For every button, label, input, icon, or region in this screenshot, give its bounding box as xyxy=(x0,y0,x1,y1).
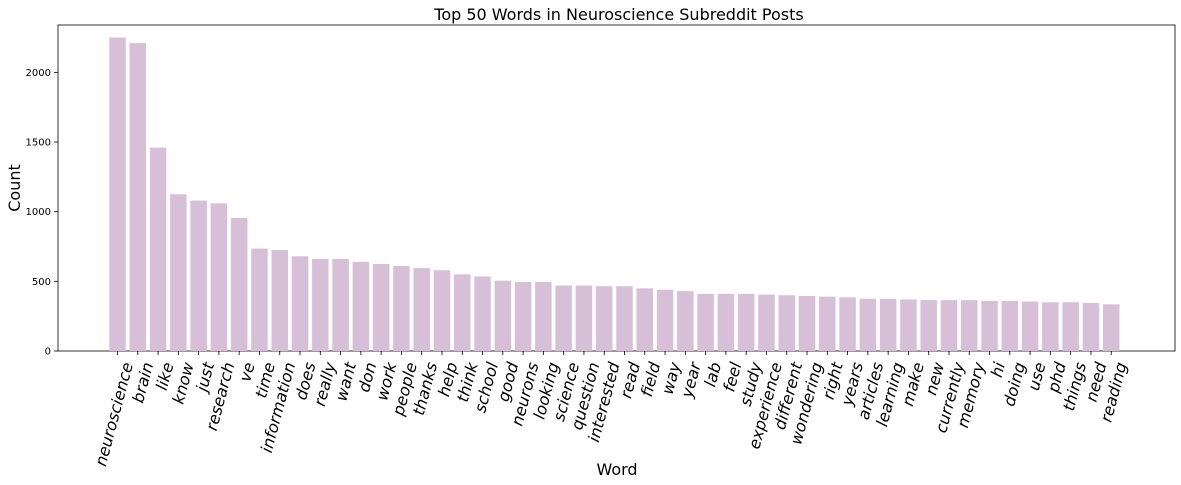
bar-good xyxy=(494,280,512,351)
bar-don xyxy=(352,261,370,351)
x-tick-label: neuroscience xyxy=(91,360,137,468)
x-axis-ticks: neurosciencebrainlikeknowjustresearchvet… xyxy=(91,351,1131,468)
bar-information xyxy=(271,250,288,351)
bar-thanks xyxy=(413,268,430,351)
bar-hi xyxy=(981,300,998,351)
y-tick-label: 0 xyxy=(45,347,51,358)
y-tick-label: 1500 xyxy=(26,138,51,149)
chart-title: Top 50 Words in Neuroscience Subreddit P… xyxy=(433,5,803,24)
bar-field xyxy=(636,288,654,351)
bar-science xyxy=(555,285,572,351)
bar-things xyxy=(1062,302,1079,351)
bar-time xyxy=(251,248,268,351)
bar-school xyxy=(474,276,491,351)
y-tick-label: 1000 xyxy=(26,207,51,218)
bar-does xyxy=(291,256,309,351)
bar-read xyxy=(616,286,633,351)
bar-work xyxy=(372,263,390,351)
bar-study xyxy=(737,293,755,351)
bar-lab xyxy=(697,293,714,351)
y-axis-ticks: 0 500 1000 1500 2000 xyxy=(26,68,58,358)
bar-know xyxy=(170,194,187,351)
bar-doing xyxy=(1001,300,1019,351)
bar-right xyxy=(819,296,836,351)
bar-phd xyxy=(1042,302,1059,351)
bar-memory xyxy=(961,300,978,351)
bar-people xyxy=(393,266,410,351)
bar-brain xyxy=(129,43,147,352)
bars-group xyxy=(109,37,1120,352)
x-axis-label: Word xyxy=(596,460,637,479)
bar-reading xyxy=(1102,304,1120,351)
bar-feel xyxy=(717,293,735,351)
y-tick-label: 500 xyxy=(32,277,51,288)
bar-want xyxy=(332,259,349,351)
bar-use xyxy=(1021,301,1039,351)
bar-new xyxy=(920,300,937,351)
y-axis-label: Count xyxy=(5,164,24,212)
bar-make xyxy=(900,299,917,351)
bar-question xyxy=(575,285,593,351)
bar-wondering xyxy=(798,295,816,351)
bar-need xyxy=(1082,302,1100,351)
y-tick-label: 2000 xyxy=(26,68,51,79)
bar-year xyxy=(677,291,694,351)
bar-like xyxy=(149,147,167,351)
bar-articles xyxy=(859,298,877,351)
bar-learning xyxy=(879,298,897,351)
bar-years xyxy=(839,297,856,351)
bar-experience xyxy=(758,294,775,351)
x-tick-label: ve xyxy=(235,360,258,384)
bar-way xyxy=(656,289,674,351)
bar-research xyxy=(210,203,228,351)
bar-currently xyxy=(940,300,958,351)
bar-help xyxy=(433,270,451,351)
x-tick-label: hi xyxy=(987,360,1009,380)
bar-just xyxy=(190,200,207,351)
bar-think xyxy=(454,274,471,351)
bar-neuroscience xyxy=(109,37,126,351)
bar-really xyxy=(312,259,329,351)
bar-different xyxy=(778,295,795,351)
bar-interested xyxy=(595,286,613,351)
bar-neurons xyxy=(514,282,532,351)
bar-looking xyxy=(535,282,552,351)
bar-ve xyxy=(230,217,248,351)
